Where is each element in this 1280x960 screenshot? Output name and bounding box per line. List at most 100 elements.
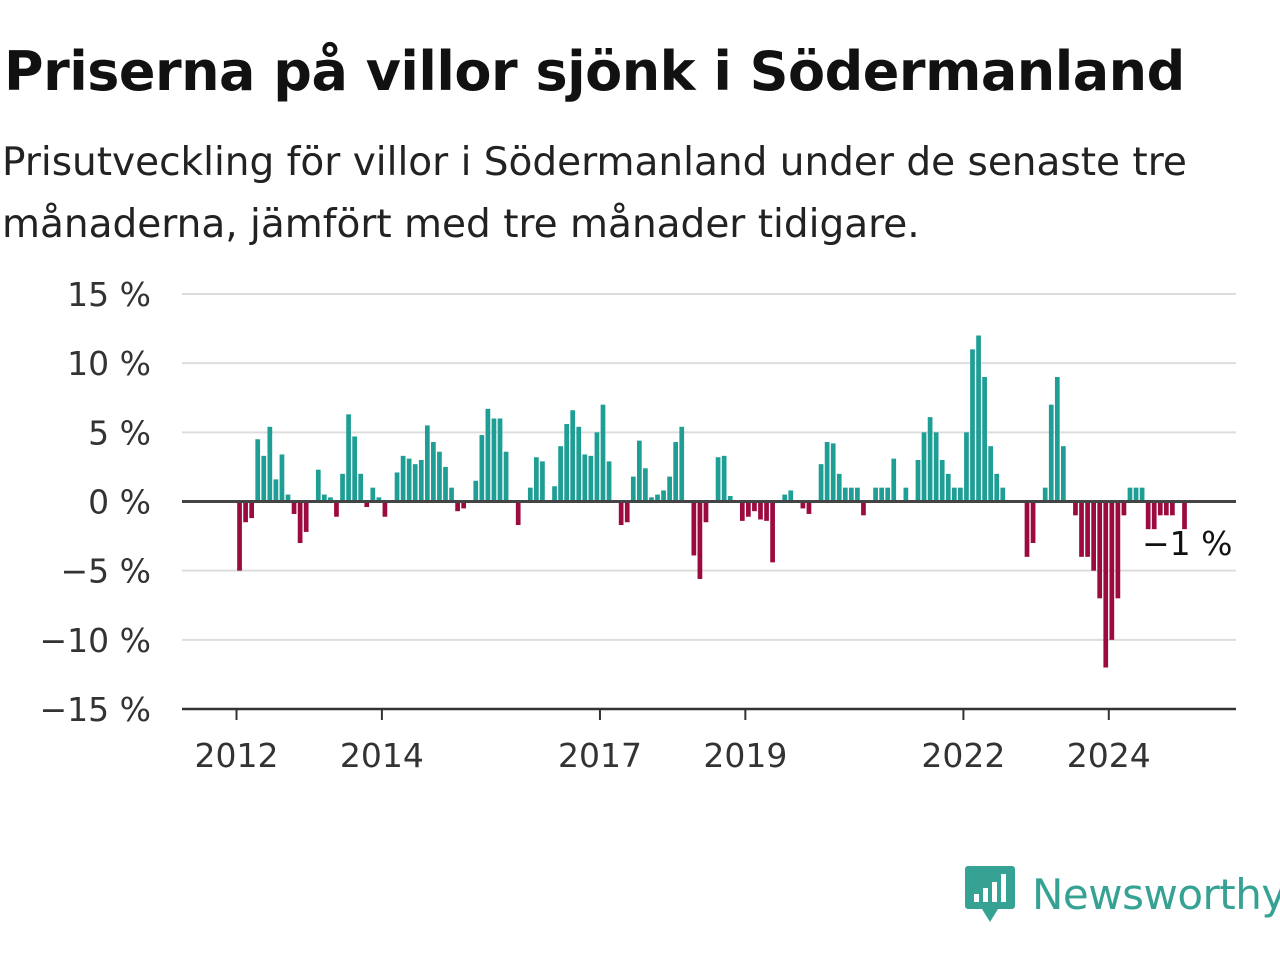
- y-tick-label: 5 %: [88, 413, 151, 452]
- bar: [1103, 501, 1109, 668]
- bar: [994, 473, 1000, 502]
- bar: [328, 497, 333, 502]
- bar: [721, 455, 727, 502]
- bar: [1079, 501, 1084, 557]
- bar: [643, 468, 648, 502]
- bar: [485, 408, 491, 502]
- bar: [1000, 487, 1006, 502]
- bar: [491, 418, 497, 502]
- bar: [1182, 501, 1187, 530]
- bar: [558, 446, 563, 502]
- bar: [873, 487, 878, 502]
- bar: [503, 451, 509, 502]
- y-tick-label: 10 %: [67, 344, 151, 383]
- bars: [237, 335, 1187, 668]
- bar: [243, 501, 248, 523]
- x-tick-label: 2012: [195, 736, 279, 775]
- bar: [1085, 501, 1090, 557]
- bar: [473, 480, 479, 502]
- bar: [273, 479, 279, 502]
- bar: [594, 432, 600, 502]
- bar: [400, 455, 406, 502]
- bar: [1030, 501, 1036, 543]
- bar: [939, 460, 945, 502]
- bar: [267, 426, 273, 502]
- bar: [370, 487, 376, 502]
- bar: [606, 461, 612, 502]
- bar: [376, 497, 382, 502]
- bar: [576, 426, 582, 502]
- bar: [1054, 377, 1060, 502]
- bar: [746, 501, 751, 517]
- bar: [921, 432, 927, 502]
- bar: [1121, 501, 1127, 516]
- bar: [527, 487, 533, 502]
- bar: [836, 473, 842, 502]
- bar: [649, 497, 654, 502]
- bar: [879, 487, 884, 502]
- bar: [1024, 501, 1030, 557]
- bar: [358, 473, 364, 502]
- bar: [1115, 501, 1121, 599]
- bar: [636, 440, 642, 502]
- y-tick-label: 15 %: [67, 275, 151, 314]
- bar: [970, 349, 975, 502]
- bar: [673, 442, 679, 502]
- bar: [412, 464, 418, 502]
- bar: [1139, 487, 1145, 502]
- bar: [848, 487, 854, 502]
- bar: [1151, 501, 1157, 530]
- bar: [564, 424, 570, 502]
- bar: [303, 501, 309, 532]
- bar: [764, 501, 769, 521]
- bar: [982, 377, 987, 502]
- bar: [352, 436, 357, 502]
- bar: [364, 501, 370, 508]
- bar: [964, 432, 969, 502]
- bar: [582, 454, 588, 502]
- bar: [418, 460, 424, 502]
- bar: [727, 495, 733, 502]
- chart-title: Priserna på villor sjönk i Södermanland: [4, 40, 1185, 103]
- bar: [285, 494, 291, 502]
- bar: [739, 501, 745, 521]
- bar: [449, 487, 454, 502]
- bar: [830, 443, 836, 502]
- y-tick-label: −15 %: [40, 690, 152, 729]
- bar: [455, 501, 460, 512]
- bar: [340, 473, 345, 502]
- bar: [915, 460, 921, 502]
- bar: [1109, 501, 1115, 640]
- bar: [752, 501, 757, 512]
- bar: [297, 501, 303, 543]
- bar: [951, 487, 957, 502]
- bar: [806, 501, 812, 514]
- bar: [406, 458, 412, 502]
- bar: [624, 501, 630, 523]
- y-tick-label: −5 %: [61, 552, 152, 591]
- bar: [346, 414, 351, 502]
- bar: [1127, 487, 1133, 502]
- bar: [540, 461, 545, 502]
- bar: [382, 501, 388, 517]
- bar: [1061, 446, 1066, 502]
- bar: [279, 454, 285, 502]
- bar: [703, 501, 709, 523]
- x-tick-label: 2017: [558, 736, 642, 775]
- chart-subtitle: Prisutveckling för villor i Södermanland…: [2, 140, 1187, 247]
- logo-text: Newsworthy: [1032, 869, 1280, 919]
- bar: [479, 435, 485, 502]
- bar: [661, 490, 666, 502]
- bar: [1163, 501, 1169, 516]
- bar: [600, 404, 606, 502]
- bar: [818, 464, 824, 502]
- bar: [431, 442, 436, 502]
- bar: [697, 501, 703, 579]
- bar: [891, 458, 897, 502]
- bar: [788, 490, 794, 502]
- y-tick-label: −10 %: [40, 621, 152, 660]
- bar: [861, 501, 866, 516]
- bar: [1097, 501, 1103, 599]
- bar: [618, 501, 624, 526]
- bar: [394, 472, 400, 502]
